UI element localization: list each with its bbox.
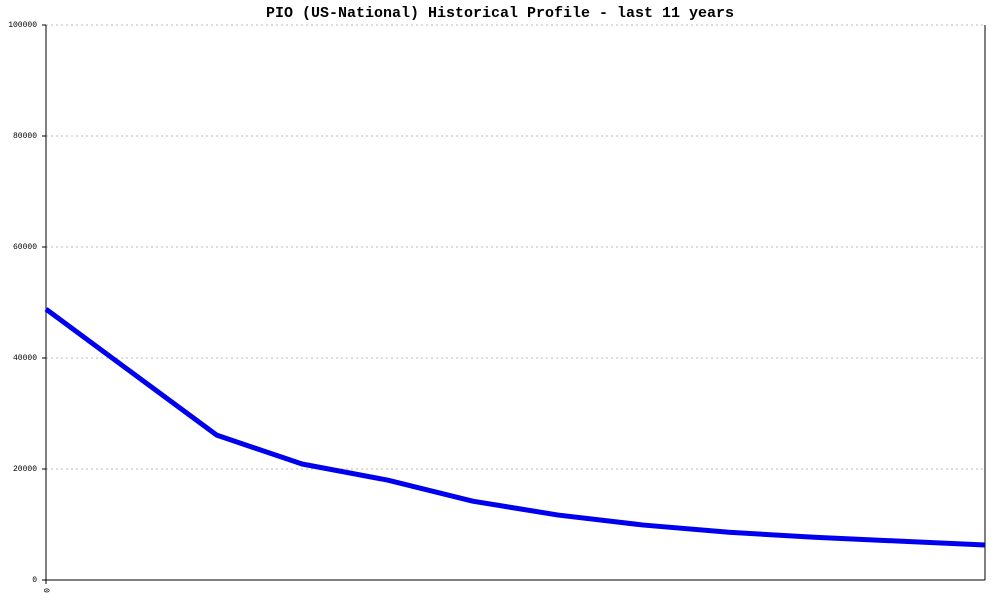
data-line (44, 307, 986, 548)
y-tick-label: 40000 (13, 354, 37, 363)
y-tick-label: 100000 (8, 21, 37, 30)
y-tick-label: 80000 (13, 132, 37, 141)
y-tick-label: 60000 (13, 243, 37, 252)
y-tick-label: 20000 (13, 465, 37, 474)
chart-title: PIO (US-National) Historical Profile - l… (266, 5, 734, 22)
x-tick-label: 0 (41, 588, 50, 593)
y-tick-label: 0 (32, 576, 37, 585)
